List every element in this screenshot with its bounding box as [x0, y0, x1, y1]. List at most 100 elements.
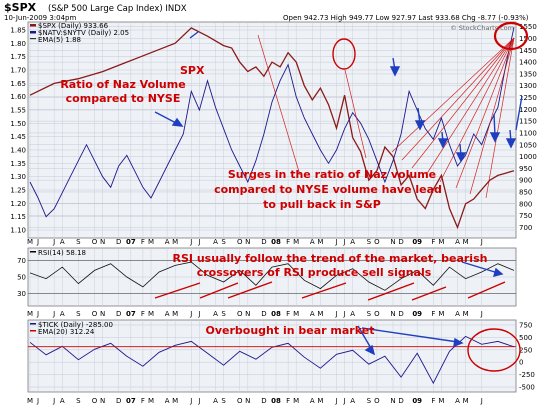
x-tick-label: D [398, 310, 403, 318]
x-tick-label: 07 [126, 310, 136, 318]
x-tick-label: M [172, 310, 178, 318]
x-tick-label: M [293, 310, 299, 318]
x-tick-label: A [455, 397, 460, 405]
tick-label: 1.15 [10, 213, 26, 221]
x-tick-label: M [27, 310, 33, 318]
tick-label: 1050 [519, 141, 537, 149]
legend-rsi: RSI(14) 58.18 [38, 249, 86, 257]
x-tick-label: A [165, 310, 170, 318]
x-tick-label: N [100, 238, 105, 246]
tick-label: 1100 [519, 129, 537, 137]
x-tick-label: A [213, 238, 218, 246]
x-tick-label: 09 [412, 238, 422, 246]
x-tick-label: N [245, 310, 250, 318]
x-tick-label: F [141, 310, 145, 318]
x-tick-label: S [221, 238, 226, 246]
legend-ratio: $NATV:$NYTV (Daily) 2.05 [38, 29, 129, 37]
tick-label: 1.80 [10, 40, 26, 48]
tick-label: 1450 [519, 47, 537, 55]
x-tick-label: M [293, 238, 299, 246]
tick-label: 1.85 [10, 27, 26, 35]
axis-labels: 1.85 1.80 1.75 1.70 1.65 1.60 1.55 1.50 1.45 1.40… [10, 23, 536, 405]
x-tick-label: M [317, 397, 323, 405]
x-tick-label: F [141, 238, 145, 246]
x-tick-label: J [52, 310, 55, 318]
rsi-trendlines [154, 281, 506, 301]
highlight-circles [332, 21, 529, 372]
series-line-0-0 [29, 27, 515, 230]
x-tick-label: A [455, 310, 460, 318]
x-tick-label: J [334, 397, 337, 405]
tick-label: 1.40 [10, 147, 26, 155]
x-tick-label: 07 [126, 238, 136, 246]
arrow-head-icon [437, 138, 449, 149]
x-tick-label: J [36, 310, 39, 318]
line-swatch-icon [30, 38, 36, 40]
tick-label: -500 [519, 384, 535, 392]
x-tick-label: N [100, 397, 105, 405]
x-tick-label: A [165, 397, 170, 405]
tick-label: 1.25 [10, 187, 26, 195]
x-tick-label: N [390, 397, 395, 405]
x-tick-label: A [350, 238, 355, 246]
annotation-overbought: Overbought in bear market [206, 324, 375, 337]
tick-label: 1250 [519, 94, 537, 102]
circle-icon [467, 328, 521, 372]
annotation-surge-line1: Surges in the ratio of Naz volume [228, 168, 436, 181]
x-tick-label: D [116, 397, 121, 405]
tick-label: -250 [519, 371, 535, 379]
x-tick-label: M [438, 238, 444, 246]
x-tick-label: A [165, 238, 170, 246]
x-tick-label: M [463, 238, 469, 246]
x-tick-label: A [213, 310, 218, 318]
chart-date: 10-Jun-2009 3:04pm [4, 14, 76, 22]
x-tick-label: N [390, 238, 395, 246]
annotation-rsi-line2: crossovers of RSI produce sell signals [197, 266, 432, 279]
x-tick-label: N [100, 310, 105, 318]
x-tick-label: J [52, 397, 55, 405]
line-swatch-icon [30, 24, 36, 27]
tick-label: 1500 [519, 35, 537, 43]
x-tick-label: A [350, 310, 355, 318]
x-tick-label: S [76, 310, 81, 318]
x-tick-label: M [148, 397, 154, 405]
tick-label: 1.30 [10, 173, 26, 181]
tick-label: 1.50 [10, 120, 26, 128]
x-tick-label: S [76, 238, 81, 246]
chart-name: (S&P 500 Large Cap Index) INDX [48, 4, 187, 14]
annotation-spx: SPX [180, 64, 205, 77]
x-tick-label: O [92, 238, 98, 246]
x-tick-label: O [374, 310, 380, 318]
tick-label: 1.65 [10, 80, 26, 88]
x-tick-label: J [197, 397, 200, 405]
tick-label: 70 [17, 257, 26, 265]
blue-arrows [154, 31, 523, 356]
main-legend: $SPX (Daily) 933.66 $NATV:$NYTV (Daily) … [30, 22, 129, 44]
tick-label: 1200 [519, 106, 537, 114]
tick-label: 700 [519, 224, 532, 232]
x-tick-label: N [245, 397, 250, 405]
x-tick-label: F [286, 397, 290, 405]
series-lines [29, 27, 515, 385]
watermark: © StockCharts.com [450, 24, 514, 32]
tick-label: 0 [519, 359, 523, 367]
x-tick-label: F [431, 238, 435, 246]
tick-label: 1.45 [10, 133, 26, 141]
x-tick-label: O [92, 310, 98, 318]
circle-icon [332, 38, 356, 70]
x-tick-label: M [463, 310, 469, 318]
x-tick-label: S [221, 310, 226, 318]
arrow-head-icon [492, 267, 504, 277]
x-tick-label: O [374, 238, 380, 246]
tick-label: 1300 [519, 82, 537, 90]
tick-label: 1.35 [10, 160, 26, 168]
series-line-1-0 [29, 261, 515, 291]
x-tick-label: M [293, 397, 299, 405]
x-tick-label: D [398, 238, 403, 246]
x-tick-label: M [148, 310, 154, 318]
tick-label: 30 [17, 290, 26, 298]
x-tick-label: A [60, 310, 65, 318]
chart-symbol: $SPX [4, 1, 37, 14]
x-tick-label: D [116, 238, 121, 246]
x-tick-label: D [398, 397, 403, 405]
